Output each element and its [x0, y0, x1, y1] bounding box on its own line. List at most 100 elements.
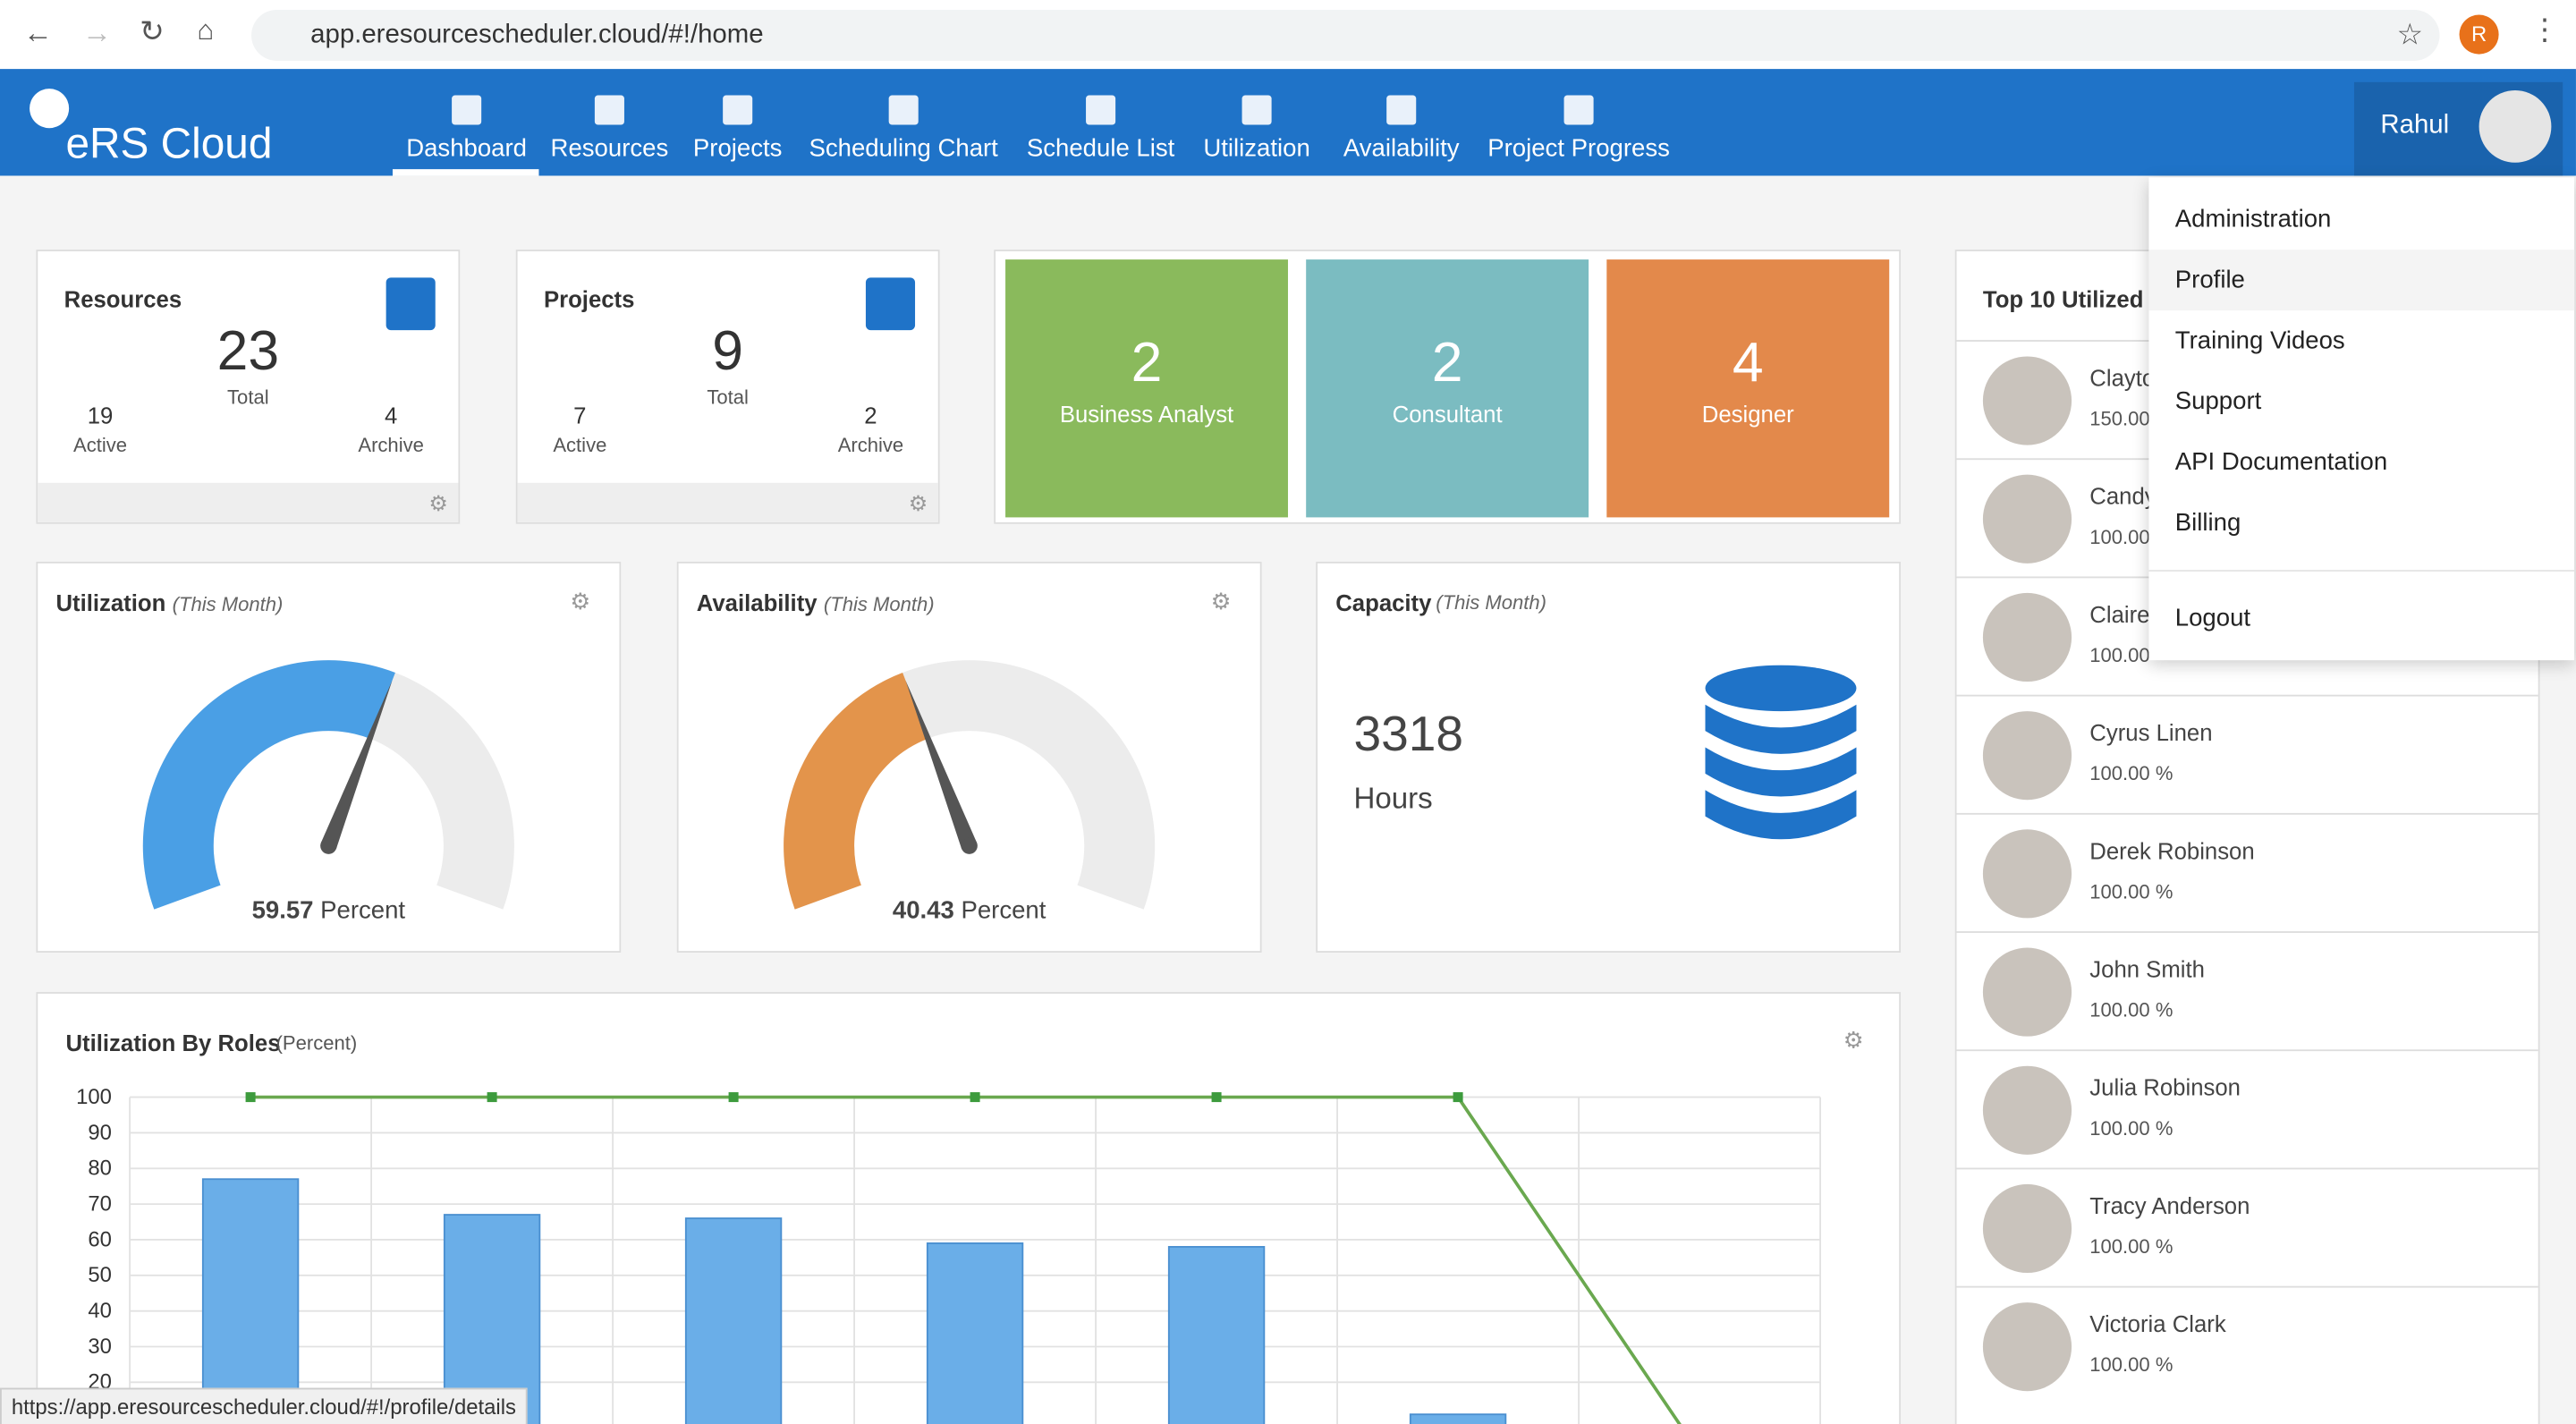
- total-label: Total: [707, 386, 749, 410]
- person-name: Derek Robinson: [2089, 837, 2255, 864]
- person-row[interactable]: Victoria Clark 100.00 %: [1956, 1285, 2538, 1406]
- nav-item[interactable]: Availability: [1286, 69, 1516, 175]
- gauge: 59.57 Percent: [142, 660, 514, 923]
- nav-item[interactable]: Dashboard: [352, 69, 581, 176]
- person-row[interactable]: Derek Robinson 100.00 %: [1956, 812, 2538, 933]
- needle-hub: [961, 837, 978, 854]
- y-tick-label: 40: [88, 1299, 112, 1323]
- nav-item[interactable]: Resources: [495, 69, 724, 175]
- role-tile[interactable]: 4 Designer: [1606, 259, 1890, 518]
- needle: [905, 680, 978, 849]
- menu-label: Logout: [2174, 604, 2251, 632]
- person-name: Victoria Clark: [2089, 1310, 2226, 1337]
- person-avatar: [1982, 947, 2072, 1037]
- y-tick-label: 60: [88, 1227, 112, 1251]
- bar: [1409, 1413, 1507, 1424]
- menu-item[interactable]: Profile: [2148, 250, 2575, 311]
- archive-label: Archive: [837, 433, 904, 457]
- menu-item[interactable]: Billing: [2148, 493, 2574, 554]
- menu-item[interactable]: Training Videos: [2148, 310, 2574, 371]
- y-tick-label: 100: [76, 1085, 112, 1109]
- user-avatar: [2479, 89, 2552, 163]
- settings[interactable]: ⚙: [908, 491, 928, 516]
- divider: [2148, 570, 2575, 572]
- settings[interactable]: ⚙: [1843, 1026, 1864, 1054]
- card-title: Availability (This Month): [697, 589, 935, 615]
- needle: [320, 680, 393, 849]
- settings[interactable]: ⚙: [1210, 588, 1232, 615]
- menu-label: Administration: [2174, 205, 2332, 233]
- nav-label: Resources: [550, 134, 669, 163]
- reload[interactable]: ↻: [140, 14, 165, 48]
- settings[interactable]: ⚙: [428, 491, 448, 516]
- person-row[interactable]: John Smith 100.00 %: [1956, 931, 2538, 1051]
- browser-menu[interactable]: ⋮: [2529, 13, 2560, 47]
- role-label: Designer: [1701, 401, 1794, 428]
- person-name: Claire: [2089, 601, 2150, 628]
- person-name: John Smith: [2089, 955, 2205, 983]
- card-title: Projects: [543, 285, 635, 312]
- nav-icon: [1386, 95, 1417, 125]
- person-pct: 100.00 %: [2089, 998, 2174, 1022]
- line-point: [245, 1092, 256, 1103]
- role-label: Business Analyst: [1059, 401, 1234, 428]
- person-row[interactable]: Clayto 150.00: [1956, 340, 2538, 460]
- nav-item[interactable]: Schedule List: [986, 69, 1216, 175]
- nav-icon: [888, 95, 919, 125]
- forward[interactable]: →: [81, 16, 112, 50]
- person-pct: 100.00: [2089, 643, 2150, 667]
- line-point: [728, 1092, 739, 1103]
- summary-card: Resources 23 Total 19 Active 4 Archive ⚙: [36, 250, 461, 524]
- menu-item[interactable]: API Documentation: [2148, 432, 2574, 493]
- y-tick-label: 90: [88, 1121, 112, 1145]
- role-count: 2: [1131, 331, 1163, 394]
- nav-item[interactable]: Project Progress: [1463, 69, 1693, 175]
- star[interactable]: ☆: [2396, 18, 2424, 51]
- card-footer: [38, 482, 459, 522]
- nav-icon: [1086, 95, 1116, 125]
- chart-title: Utilization By Roles: [65, 1030, 281, 1056]
- title: Utilization: [55, 589, 166, 616]
- nav-item[interactable]: Projects: [623, 69, 852, 175]
- capacity-unit: Hours: [1353, 782, 1433, 815]
- card-title: Capacity: [1335, 589, 1432, 616]
- person-pct: 100.00: [2089, 525, 2150, 549]
- logo[interactable]: eRS Cloud: [65, 118, 273, 168]
- home[interactable]: ⌂: [197, 14, 215, 47]
- back[interactable]: ←: [22, 16, 53, 50]
- menu-item[interactable]: Support: [2148, 371, 2574, 432]
- person-row[interactable]: Julia Robinson 100.00 %: [1956, 1049, 2538, 1169]
- nav-label: Dashboard: [406, 134, 528, 163]
- nav-item[interactable]: Scheduling Chart: [789, 69, 1019, 175]
- menu-label: Support: [2174, 387, 2262, 416]
- nav-label: Scheduling Chart: [809, 134, 998, 163]
- person-row[interactable]: Cyrus Linen 100.00 %: [1956, 694, 2538, 815]
- person-pct: 100.00 %: [2089, 1353, 2174, 1377]
- line-point: [970, 1092, 980, 1103]
- active: 19: [87, 402, 114, 429]
- role-tile[interactable]: 2 Consultant: [1306, 259, 1589, 518]
- logo-icon: [30, 89, 70, 129]
- person-name: Cyrus Linen: [2089, 719, 2213, 746]
- period: (This Month): [172, 592, 284, 616]
- gauge-fill: [142, 660, 395, 910]
- nav-item[interactable]: Utilization: [1142, 69, 1372, 175]
- user-box[interactable]: Rahul: [2353, 81, 2563, 176]
- menu-item[interactable]: Administration: [2148, 189, 2574, 250]
- settings[interactable]: ⚙: [570, 588, 591, 615]
- url-box[interactable]: app.eresourcescheduler.cloud/#!/home ☆: [251, 10, 2440, 61]
- profile-avatar[interactable]: R: [2459, 14, 2499, 55]
- nav-underline: [392, 169, 539, 176]
- bar: [684, 1217, 783, 1424]
- nav-icon: [452, 95, 482, 125]
- active-label: Active: [73, 433, 128, 457]
- bar: [1167, 1246, 1266, 1424]
- card-icon: [865, 277, 916, 331]
- menu-item[interactable]: Logout: [2148, 588, 2574, 648]
- bar: [926, 1242, 1024, 1424]
- role-tile[interactable]: 2 Business Analyst: [1005, 259, 1288, 518]
- browser-bar: ← → ↻ ⌂ app.eresourcescheduler.cloud/#!/…: [0, 0, 2576, 70]
- person-row[interactable]: Tracy Anderson 100.00 %: [1956, 1167, 2538, 1288]
